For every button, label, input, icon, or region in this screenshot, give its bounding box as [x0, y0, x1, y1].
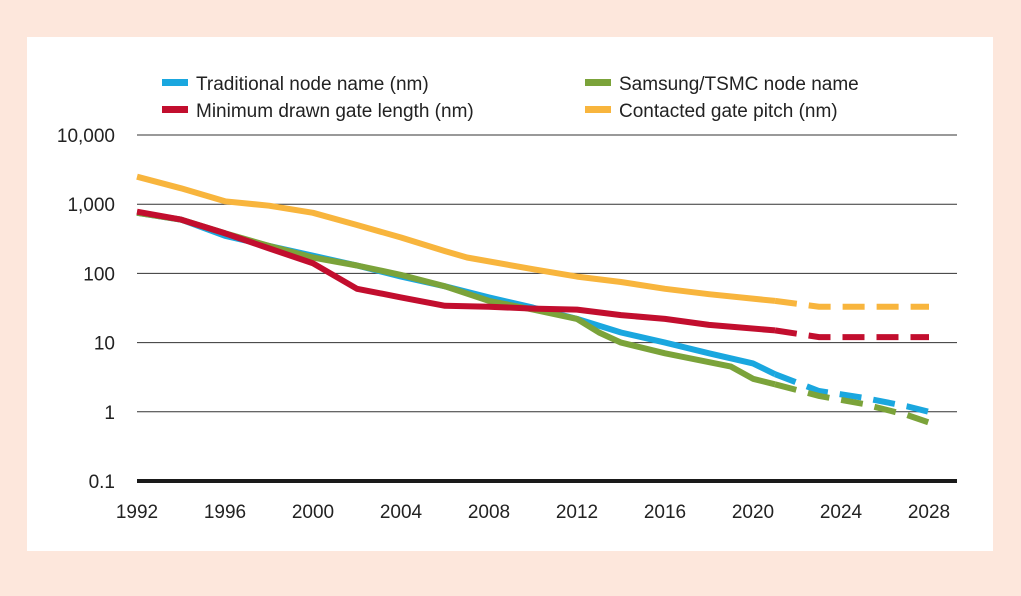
y-tick-label: 1 [104, 403, 115, 424]
x-tick-label: 1992 [116, 502, 158, 523]
legend-item-samsung-tsmc-node-name: Samsung/TSMC node name [585, 74, 859, 95]
series-lines [136, 173, 930, 426]
x-tick-label: 2012 [556, 502, 598, 523]
legend: Traditional node name (nm) Minimum drawn … [162, 74, 859, 122]
x-tick-label: 2024 [820, 502, 863, 523]
legend-swatch [162, 79, 188, 86]
legend-item-minimum-drawn-gate-length-nm: Minimum drawn gate length (nm) [162, 101, 474, 122]
y-tick-label: 1,000 [67, 195, 115, 216]
x-tick-label: 2020 [732, 502, 774, 523]
y-axis-tick-labels: 10,000 1,000 100 10 1 0.1 [57, 126, 115, 493]
y-tick-label: 10 [94, 334, 115, 355]
chart-panel: 10,000 1,000 100 10 1 0.1 1992 1996 2000 2004 200… [27, 37, 993, 551]
x-tick-label: 2016 [644, 502, 686, 523]
legend-swatch [585, 106, 611, 113]
x-tick-label: 2008 [468, 502, 510, 523]
legend-swatch [585, 79, 611, 86]
series-line-projected [773, 371, 930, 415]
y-tick-label: 10,000 [57, 126, 115, 147]
series-line-projected [774, 297, 929, 310]
series-line-solid [136, 208, 776, 334]
legend-label: Contacted gate pitch (nm) [619, 101, 838, 122]
legend-item-contacted-gate-pitch-nm: Contacted gate pitch (nm) [585, 101, 838, 122]
x-tick-label: 1996 [204, 502, 246, 523]
legend-swatch [162, 106, 188, 113]
series-line-projected [774, 381, 930, 426]
line-chart: 10,000 1,000 100 10 1 0.1 1992 1996 2000 2004 200… [57, 74, 957, 523]
series-line-projected [774, 327, 929, 341]
legend-item-traditional-node-name-nm: Traditional node name (nm) [162, 74, 429, 95]
series-minimum-drawn-gate-length-nm [136, 208, 929, 341]
legend-label: Traditional node name (nm) [196, 74, 429, 95]
series-contacted-gate-pitch-nm [136, 173, 929, 310]
legend-label: Minimum drawn gate length (nm) [196, 101, 474, 122]
x-tick-label: 2028 [908, 502, 950, 523]
x-tick-label: 2004 [380, 502, 423, 523]
x-tick-label: 2000 [292, 502, 334, 523]
y-tick-label: 100 [83, 264, 115, 285]
y-tick-label: 0.1 [89, 472, 115, 493]
series-line-solid [136, 173, 776, 304]
legend-label: Samsung/TSMC node name [619, 74, 859, 95]
x-axis-tick-labels: 1992 1996 2000 2004 2008 2012 2016 2020 2024 2028 [116, 502, 950, 523]
